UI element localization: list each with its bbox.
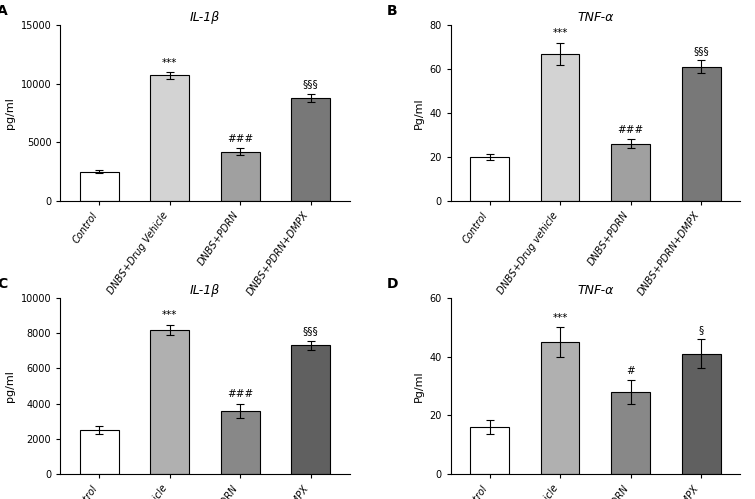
Text: ***: *** (162, 310, 177, 320)
Text: ***: *** (553, 28, 568, 38)
Text: §§§: §§§ (303, 79, 319, 89)
Title: TNF-α: TNF-α (577, 284, 614, 297)
Bar (221, 152, 260, 201)
Bar (612, 392, 650, 474)
Bar (291, 98, 330, 201)
Bar (80, 430, 119, 474)
Bar (221, 411, 260, 474)
Bar (470, 157, 509, 201)
Bar (291, 345, 330, 474)
Bar (541, 53, 579, 201)
Bar (612, 144, 650, 201)
Bar (541, 342, 579, 474)
Text: ###: ### (227, 389, 254, 399)
Text: A: A (0, 4, 8, 18)
Text: B: B (387, 4, 398, 18)
Y-axis label: pg/ml: pg/ml (5, 370, 15, 402)
Title: IL-1β: IL-1β (190, 284, 220, 297)
Bar (682, 67, 720, 201)
Text: #: # (626, 366, 635, 376)
Title: IL-1β: IL-1β (190, 11, 220, 24)
Text: C: C (0, 277, 7, 291)
Text: ***: *** (162, 57, 177, 67)
Y-axis label: Pg/ml: Pg/ml (414, 97, 424, 129)
Text: §§§: §§§ (303, 326, 319, 336)
Bar (682, 354, 720, 474)
Text: ###: ### (227, 134, 254, 144)
Text: §: § (698, 325, 704, 335)
Bar (150, 330, 189, 474)
Bar (80, 172, 119, 201)
Text: D: D (387, 277, 399, 291)
Title: TNF-α: TNF-α (577, 11, 614, 24)
Y-axis label: Pg/ml: Pg/ml (414, 370, 424, 402)
Text: ###: ### (618, 125, 644, 135)
Text: §§§: §§§ (693, 46, 709, 56)
Text: ***: *** (553, 313, 568, 323)
Bar (150, 75, 189, 201)
Y-axis label: pg/ml: pg/ml (5, 97, 15, 129)
Bar (470, 427, 509, 474)
